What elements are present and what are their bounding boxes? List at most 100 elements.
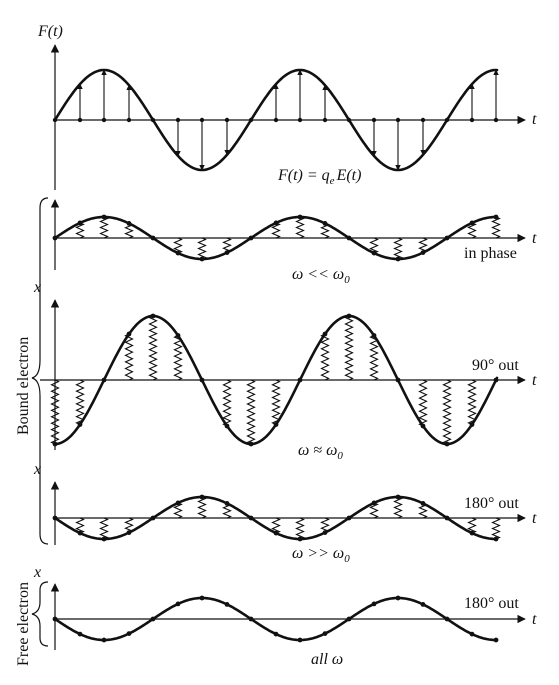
- spring: [369, 502, 379, 519]
- mass-dot: [199, 494, 205, 500]
- mass-dot: [224, 423, 230, 429]
- spring: [467, 517, 477, 534]
- mass-dot: [420, 602, 426, 607]
- mass-dot: [297, 377, 303, 383]
- mass-dot: [420, 250, 426, 256]
- force-curve: [53, 68, 499, 172]
- resonant-freq-label: ω ≈ ω0: [298, 442, 343, 462]
- spring: [418, 379, 428, 427]
- resonant-phase-label: 90° out: [472, 357, 519, 374]
- mass-dot: [248, 515, 254, 521]
- high-frequency-panel: x t 180° out ω >> ω0: [33, 461, 537, 565]
- free-dots: [52, 595, 499, 643]
- spring: [124, 333, 134, 381]
- mass-dot: [77, 220, 83, 226]
- mass-dot: [150, 313, 156, 319]
- mass-dot: [52, 235, 58, 241]
- low-dots: [52, 214, 499, 262]
- mass-dot: [297, 536, 303, 542]
- mass-dot: [395, 256, 401, 262]
- mass-dot: [77, 631, 83, 637]
- spring: [50, 379, 60, 445]
- mass-dot: [273, 631, 279, 637]
- mass-dot: [371, 601, 377, 607]
- mass-dot: [77, 422, 83, 427]
- spring: [442, 379, 452, 445]
- mass-dot: [224, 250, 230, 256]
- mass-dot: [126, 530, 132, 535]
- mass-dot: [273, 422, 279, 427]
- free-electron-panel: x t 180° out all ω: [33, 564, 537, 668]
- mass-dot: [493, 536, 499, 542]
- mass-dot: [444, 441, 450, 447]
- resonant-dots: [52, 313, 499, 447]
- spring: [393, 496, 403, 519]
- mass-dot: [420, 501, 426, 506]
- spring: [467, 222, 477, 239]
- mass-dot: [444, 235, 450, 241]
- high-springs: [75, 496, 501, 540]
- mass-dot: [248, 441, 254, 447]
- free-electron-label: Free electron: [15, 582, 32, 666]
- mass-dot: [493, 377, 499, 383]
- mass-dot: [150, 235, 156, 241]
- spring: [467, 379, 477, 426]
- mass-dot: [322, 221, 328, 226]
- mass-dot: [371, 250, 377, 256]
- force-t-label: t: [532, 111, 537, 128]
- mass-dot: [493, 214, 499, 220]
- spring: [99, 216, 109, 239]
- force-y-label: F(t): [37, 23, 63, 40]
- spring: [148, 315, 158, 381]
- spring: [491, 517, 501, 540]
- low-t-label: t: [532, 230, 537, 247]
- spring: [75, 517, 85, 534]
- spring: [369, 334, 379, 381]
- mass-dot: [52, 515, 58, 521]
- low-freq-label: ω << ω0: [292, 266, 350, 286]
- mass-dot: [101, 637, 107, 643]
- mass-dot: [126, 631, 132, 636]
- mass-dot: [322, 530, 328, 535]
- mass-dot: [126, 331, 132, 337]
- spring: [173, 334, 183, 381]
- spring: [173, 237, 183, 254]
- spring: [75, 379, 85, 426]
- high-freq-label: ω >> ω0: [292, 545, 350, 565]
- bound-electron-label: Bound electron: [15, 337, 32, 435]
- mass-dot: [297, 214, 303, 220]
- high-phase-label: 180° out: [464, 495, 519, 512]
- mass-dot: [175, 333, 181, 338]
- spring: [295, 517, 305, 540]
- spring: [75, 222, 85, 239]
- mass-dot: [346, 616, 352, 622]
- free-freq-label: all ω: [311, 651, 343, 668]
- spring: [295, 216, 305, 239]
- high-t-label: t: [532, 510, 537, 527]
- spring: [271, 517, 281, 534]
- mass-dot: [101, 536, 107, 542]
- force-arrows: [52, 69, 499, 171]
- mass-dot: [101, 214, 107, 220]
- mass-dot: [126, 221, 132, 226]
- spring: [393, 237, 403, 260]
- mass-dot: [199, 377, 205, 383]
- high-x-label: x: [33, 461, 41, 478]
- mass-dot: [175, 250, 181, 256]
- mass-dot: [175, 500, 181, 506]
- mass-dot: [150, 616, 156, 622]
- spring: [99, 517, 109, 540]
- mass-dot: [322, 631, 328, 636]
- mass-dot: [199, 595, 205, 601]
- free-electron-brace: [31, 581, 49, 647]
- low-frequency-panel: t in phase ω << ω0: [50, 199, 537, 286]
- spring: [271, 379, 281, 426]
- mass-dot: [248, 235, 254, 241]
- spring: [222, 379, 232, 427]
- resonant-x-label: x: [33, 279, 41, 296]
- mass-dot: [77, 530, 83, 536]
- low-phase-label: in phase: [464, 245, 517, 262]
- spring: [246, 379, 256, 445]
- force-equation: F(t) = qe E(t): [277, 167, 361, 187]
